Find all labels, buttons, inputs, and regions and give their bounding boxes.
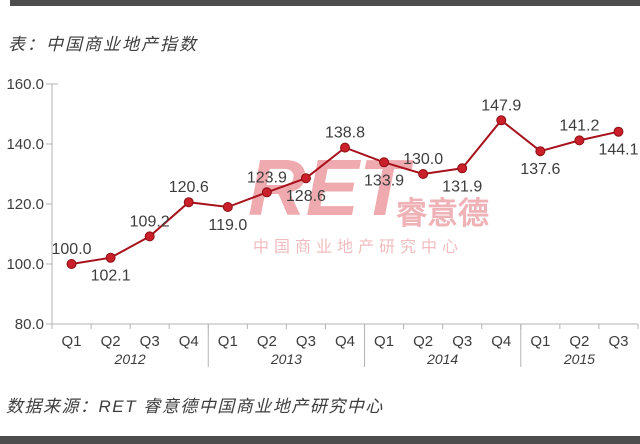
data-point-label: 109.2 — [130, 213, 170, 230]
x-axis-quarter-label: Q2 — [569, 333, 589, 350]
data-point-label: 133.9 — [364, 172, 404, 189]
x-axis-quarter-label: Q1 — [374, 333, 394, 350]
x-axis-quarter-label: Q4 — [335, 333, 355, 350]
y-axis-tick-label: 100.0 — [6, 256, 44, 273]
top-bar — [10, 0, 640, 6]
y-axis-tick-label: 120.0 — [6, 196, 44, 213]
data-point — [261, 187, 272, 198]
x-axis-year-label: 2012 — [114, 351, 146, 367]
data-point-label: 137.6 — [520, 161, 560, 178]
x-axis-quarter-label: Q1 — [62, 333, 82, 350]
data-point-label: 138.8 — [325, 125, 365, 142]
x-axis-quarter-label: Q2 — [413, 333, 433, 350]
x-axis-year-label: 2015 — [563, 351, 595, 367]
y-axis-tick-label: 140.0 — [6, 136, 44, 153]
data-point-label: 131.9 — [442, 178, 482, 195]
data-point-label: 119.0 — [208, 217, 247, 234]
chart-title: 表：中国商业地产指数 — [8, 35, 198, 54]
data-point-label: 130.0 — [403, 151, 443, 168]
x-axis-quarter-label: Q3 — [296, 333, 316, 350]
x-axis-quarter-label: Q2 — [101, 333, 121, 350]
x-axis-quarter-label: Q3 — [452, 333, 472, 350]
data-point — [418, 169, 429, 179]
x-axis-quarter-label: Q3 — [140, 333, 160, 350]
y-axis-tick-label: 80.0 — [15, 316, 44, 333]
x-axis-quarter-label: Q2 — [257, 333, 277, 350]
data-point-label: 147.9 — [481, 97, 521, 114]
data-point — [457, 163, 468, 174]
bottom-bar — [0, 436, 640, 444]
data-point — [340, 142, 350, 153]
data-point — [613, 126, 624, 137]
x-axis-year-label: 2014 — [426, 351, 458, 367]
x-axis-quarter-label: Q4 — [179, 333, 199, 350]
data-point-label: 123.9 — [247, 169, 287, 186]
data-point-label: 141.2 — [559, 117, 599, 134]
data-point-label: 120.6 — [169, 179, 209, 196]
data-point — [105, 252, 116, 263]
data-point-label: 144.1 — [598, 142, 638, 159]
series-line — [71, 118, 619, 265]
data-point — [379, 157, 390, 168]
data-point — [144, 231, 155, 242]
data-point — [300, 173, 311, 184]
y-axis-tick-label: 160.0 — [6, 76, 44, 93]
data-point — [496, 115, 507, 126]
data-source-note: 数据来源：RET 睿意德中国商业地产研究中心 — [6, 397, 384, 416]
data-point — [222, 202, 233, 212]
x-axis-year-label: 2013 — [270, 351, 302, 367]
x-axis-quarter-label: Q4 — [491, 333, 511, 350]
data-point — [535, 146, 546, 157]
data-point — [574, 135, 585, 146]
x-axis-quarter-label: Q1 — [530, 333, 550, 350]
data-point-label: 100.0 — [52, 241, 92, 258]
data-point — [183, 197, 194, 208]
data-point-label: 128.6 — [286, 188, 326, 205]
data-point-label: 102.1 — [91, 268, 131, 285]
data-point — [66, 259, 77, 269]
x-axis-quarter-label: Q3 — [608, 333, 628, 350]
x-axis-quarter-label: Q1 — [218, 333, 238, 350]
